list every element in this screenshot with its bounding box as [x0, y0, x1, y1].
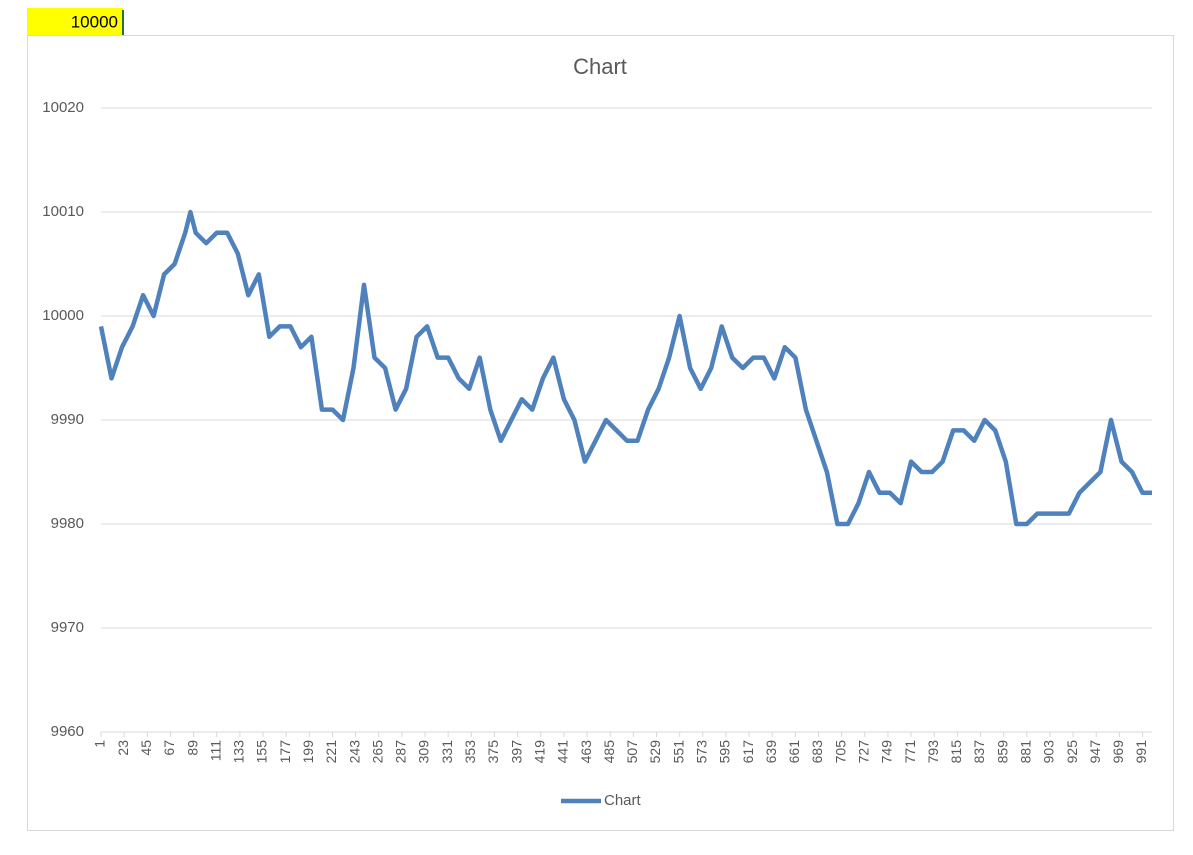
x-tick-label: 331 — [439, 740, 455, 764]
x-tick-label: 485 — [601, 740, 617, 764]
x-tick-label: 771 — [902, 740, 918, 764]
y-tick-label: 9960 — [51, 723, 84, 740]
y-tick-label: 10000 — [42, 307, 84, 324]
x-tick-label: 221 — [323, 740, 339, 764]
cell-highlight — [27, 8, 123, 35]
x-tick-label: 903 — [1041, 740, 1057, 764]
x-tick-label: 837 — [971, 740, 987, 764]
x-tick-label: 925 — [1064, 740, 1080, 764]
x-tick-label: 551 — [670, 740, 686, 764]
y-tick-label: 10020 — [42, 99, 84, 116]
x-tick-label: 111 — [207, 740, 223, 761]
x-tick-label: 375 — [485, 740, 501, 764]
x-tick-label: 45 — [138, 740, 154, 756]
x-tick-label: 353 — [462, 740, 478, 764]
x-tick-label: 463 — [578, 740, 594, 764]
x-tick-label: 969 — [1110, 740, 1126, 764]
x-tick-label: 661 — [786, 740, 802, 764]
x-tick-label: 991 — [1133, 740, 1149, 764]
x-tick-label: 529 — [647, 740, 663, 764]
chart-border — [27, 35, 1174, 831]
x-tick-label: 617 — [740, 740, 756, 764]
x-tick-label: 199 — [300, 740, 316, 764]
legend-label: Chart — [604, 792, 642, 809]
series-line — [98, 209, 1152, 527]
x-tick-label: 639 — [763, 740, 779, 764]
x-tick-label: 705 — [832, 740, 848, 764]
x-tick-label: 947 — [1087, 740, 1103, 764]
x-tick-label: 595 — [717, 740, 733, 764]
x-tick-label: 23 — [115, 740, 131, 756]
chart-title: Chart — [573, 54, 627, 79]
x-tick-label: 683 — [809, 740, 825, 764]
x-tick-label: 507 — [624, 740, 640, 764]
x-tick-label: 133 — [231, 740, 247, 764]
x-tick-label: 573 — [693, 740, 709, 764]
y-tick-label: 9970 — [51, 619, 84, 636]
y-tick-label: 9990 — [51, 411, 84, 428]
x-tick-label: 243 — [346, 740, 362, 764]
x-tick-label: 441 — [555, 740, 571, 764]
x-tick-label: 793 — [925, 740, 941, 764]
x-tick-label: 397 — [508, 740, 524, 764]
x-tick-label: 815 — [948, 740, 964, 764]
x-tick-label: 287 — [393, 740, 409, 764]
x-tick-label: 155 — [254, 740, 270, 764]
y-tick-label: 9980 — [51, 515, 84, 532]
x-tick-label: 89 — [184, 740, 200, 756]
x-tick-label: 265 — [369, 740, 385, 764]
x-tick-label: 177 — [277, 740, 293, 764]
x-tick-label: 881 — [1018, 740, 1034, 764]
x-tick-label: 1 — [92, 740, 108, 748]
x-tick-label: 859 — [994, 740, 1010, 764]
x-tick-label: 727 — [855, 740, 871, 764]
x-tick-label: 67 — [161, 740, 177, 756]
y-tick-label: 10010 — [42, 203, 84, 220]
x-tick-label: 419 — [531, 740, 547, 764]
x-tick-label: 309 — [416, 740, 432, 764]
x-tick-label: 749 — [879, 740, 895, 764]
cell-value: 10000 — [71, 12, 118, 31]
